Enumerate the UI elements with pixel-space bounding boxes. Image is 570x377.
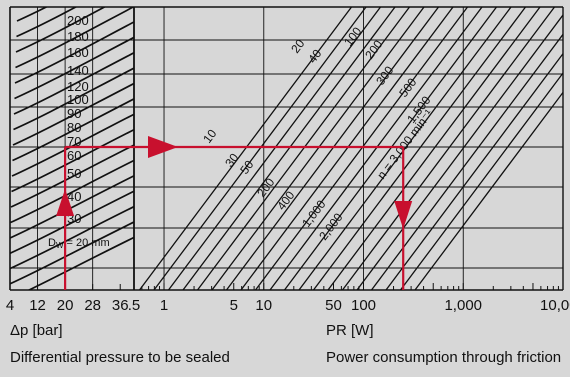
speed-line-2	[167, 5, 382, 292]
speed-line-15	[356, 5, 570, 292]
right-tick-label-3: 10	[255, 297, 272, 314]
right-tick-label-7: 10,000	[540, 297, 570, 314]
speed-line-12	[312, 5, 527, 292]
left-tick-label-20: 20	[57, 297, 74, 314]
right-tick-label-5: 100	[351, 297, 376, 314]
speed-line-18	[399, 5, 570, 292]
speed-line-13	[327, 5, 542, 292]
speed-label-upper-1: 40	[305, 46, 324, 65]
diameter-label-140: 140	[67, 63, 89, 78]
speed-label-lower-0: 10	[200, 126, 219, 145]
speed-label-upper-3: 200	[362, 37, 385, 62]
speed-label-upper-2: 100	[341, 24, 364, 49]
speed-line-8	[254, 5, 469, 292]
left-tick-label-4: 4	[6, 297, 14, 314]
diameter-curve-4	[10, 156, 174, 238]
diameter-label-180: 180	[67, 29, 89, 44]
diameter-label-dw: DW= 20 mm	[48, 237, 110, 250]
right-tick-label-4: 50	[325, 297, 342, 314]
left-axis-caption: Differential pressure to be sealed	[10, 349, 230, 367]
speed-label-lower-3: 200	[254, 175, 277, 200]
right-tick-label-2: 5	[230, 297, 238, 314]
right-tick-label-0: .5	[128, 297, 141, 314]
speed-line-1	[153, 5, 368, 292]
diameter-curve-17	[17, 0, 175, 37]
left-tick-label-12: 12	[29, 297, 46, 314]
diameter-label-100: 100	[67, 92, 89, 107]
diameter-label-60: 60	[67, 148, 81, 163]
diameter-curve-18	[17, 0, 174, 21]
speed-label-lower-4: 400	[274, 188, 297, 213]
speed-label-upper-0: 20	[288, 36, 307, 55]
diameter-label-80: 80	[67, 120, 81, 135]
right-tick-label-1: 1	[160, 297, 168, 314]
diameter-label-160: 160	[67, 45, 89, 60]
right-tick-label-6: 1,000	[444, 297, 482, 314]
right-axis-caption: Power consumption through friction	[326, 349, 561, 367]
diameter-label-200: 200	[67, 13, 89, 28]
diameter-curve-0	[8, 218, 174, 300]
tick-labels: 4 12 20 28 36.5 1 5 10 50 100 1,000 10,000	[6, 283, 570, 314]
left-tick-label-36: 36	[112, 297, 129, 314]
diameter-label-50: 50	[67, 166, 81, 181]
right-axis-label: PR [W]	[326, 322, 374, 340]
left-tick-label-28: 28	[84, 297, 101, 314]
speed-line-7	[240, 5, 455, 292]
arrow-down-icon	[394, 201, 412, 229]
right-panel-lines	[138, 5, 570, 292]
diameter-curve-13	[15, 17, 175, 99]
left-axis-label: Δp [bar]	[10, 322, 63, 340]
arrow-right-icon	[148, 136, 178, 158]
diameter-label-90: 90	[67, 106, 81, 121]
speed-line-10	[283, 5, 498, 292]
